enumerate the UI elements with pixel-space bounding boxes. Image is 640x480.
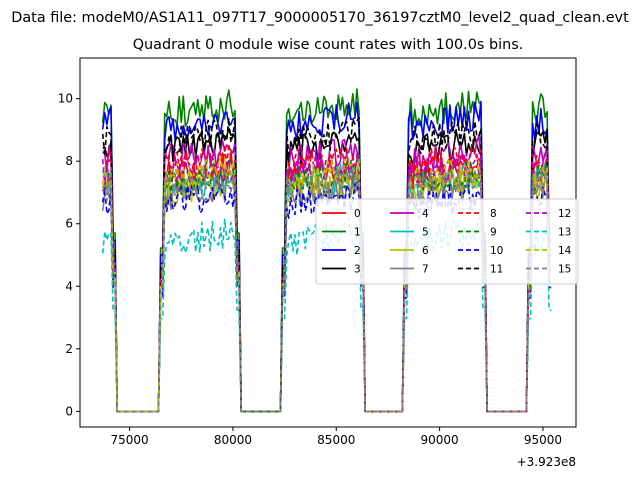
- x-offset-label: +3.923e8: [517, 455, 576, 469]
- legend-label: 14: [558, 245, 572, 257]
- legend-label: 0: [354, 208, 361, 220]
- x-tick-label: 95000: [524, 433, 562, 447]
- series-line-2: [101, 100, 552, 413]
- series-line-12: [101, 149, 552, 413]
- x-tick-label: 75000: [111, 433, 149, 447]
- x-tick-label: 90000: [421, 433, 459, 447]
- legend-label: 15: [558, 264, 571, 276]
- series-line-11: [101, 116, 552, 413]
- legend-label: 7: [422, 264, 429, 276]
- series-line-9: [102, 157, 552, 413]
- legend-label: 10: [490, 245, 503, 257]
- series-line-14: [101, 155, 552, 413]
- legend-box: [315, 198, 579, 285]
- y-tick-label: 6: [65, 217, 73, 231]
- legend-label: 2: [354, 245, 361, 257]
- x-tick-label: 85000: [317, 433, 355, 447]
- legend-label: 5: [422, 227, 429, 239]
- legend-label: 12: [558, 208, 571, 220]
- chart-title: Quadrant 0 module wise count rates with …: [133, 37, 524, 53]
- y-tick-label: 10: [58, 92, 73, 106]
- x-axis: 75000 80000 85000 90000 95000: [111, 427, 562, 447]
- legend-label: 3: [354, 264, 361, 276]
- legend-label: 6: [422, 245, 429, 257]
- y-axis: 0 2 4 6 8 10: [58, 92, 80, 418]
- figure-suptitle: Data file: modeM0/AS1A11_097T17_90000051…: [11, 10, 629, 26]
- x-tick-label: 80000: [214, 433, 252, 447]
- series-line-15: [102, 166, 552, 413]
- series-line-10: [101, 181, 552, 413]
- legend-label: 11: [490, 264, 503, 276]
- legend-label: 13: [558, 227, 571, 239]
- y-tick-label: 8: [65, 154, 73, 168]
- y-tick-label: 0: [65, 404, 73, 418]
- legend-label: 9: [490, 227, 497, 239]
- y-tick-label: 4: [65, 279, 73, 293]
- legend-label: 1: [354, 227, 361, 239]
- legend-label: 8: [490, 208, 497, 220]
- y-tick-label: 2: [65, 342, 73, 356]
- legend-label: 4: [422, 208, 429, 220]
